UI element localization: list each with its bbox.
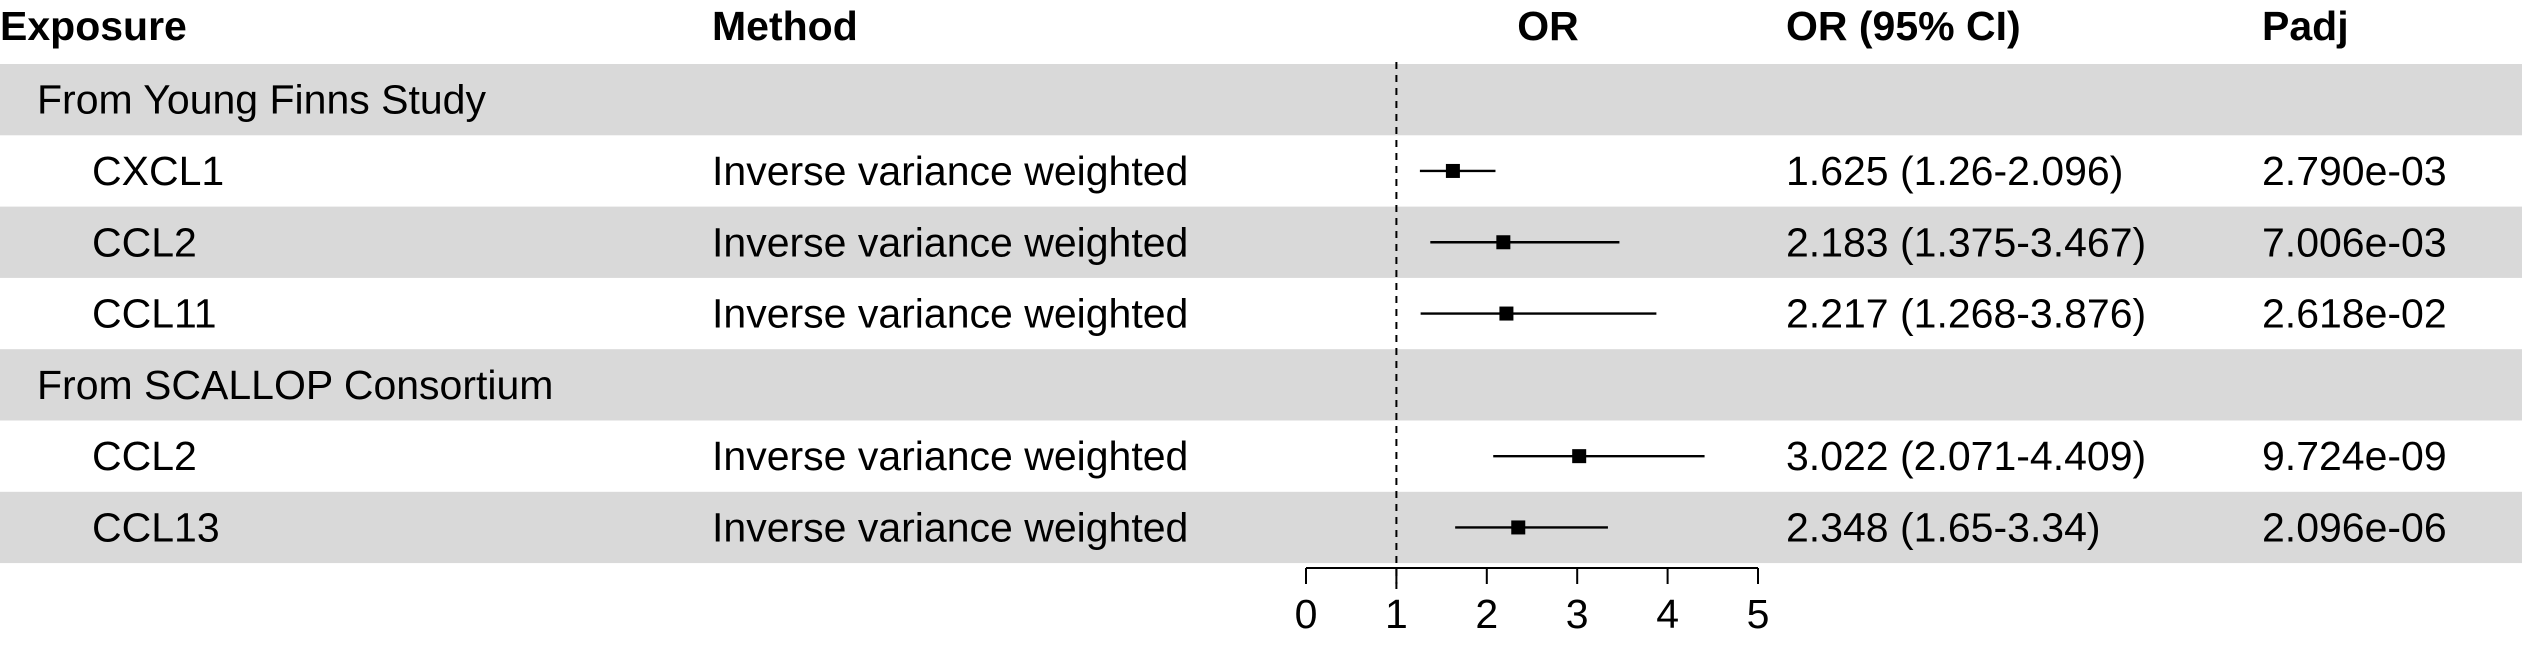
method-cell: Inverse variance weighted bbox=[712, 291, 1188, 337]
padj-cell: 2.096e-06 bbox=[2262, 504, 2447, 550]
or-ci-cell: 1.625 (1.26-2.096) bbox=[1786, 148, 2123, 194]
header-exposure: Exposure bbox=[0, 3, 187, 49]
row-band bbox=[0, 64, 2522, 136]
group-label: From SCALLOP Consortium bbox=[37, 362, 553, 408]
or-point bbox=[1499, 306, 1514, 321]
exposure-cell: CCL13 bbox=[92, 504, 220, 550]
x-tick-label: 2 bbox=[1475, 591, 1498, 637]
or-ci-cell: 2.217 (1.268-3.876) bbox=[1786, 291, 2146, 337]
exposure-cell: CXCL1 bbox=[92, 148, 224, 194]
x-tick-label: 4 bbox=[1656, 591, 1679, 637]
header-padj: Padj bbox=[2262, 3, 2349, 49]
exposure-cell: CCL2 bbox=[92, 219, 197, 265]
or-ci-cell: 2.348 (1.65-3.34) bbox=[1786, 504, 2101, 550]
method-cell: Inverse variance weighted bbox=[712, 504, 1188, 550]
x-tick-label: 5 bbox=[1747, 591, 1770, 637]
padj-cell: 9.724e-09 bbox=[2262, 433, 2447, 479]
header-method: Method bbox=[712, 3, 858, 49]
padj-cell: 2.790e-03 bbox=[2262, 148, 2447, 194]
exposure-cell: CCL11 bbox=[92, 291, 217, 337]
or-point bbox=[1572, 449, 1587, 464]
x-tick-label: 3 bbox=[1566, 591, 1589, 637]
padj-cell: 2.618e-02 bbox=[2262, 291, 2447, 337]
or-point bbox=[1445, 163, 1460, 178]
header-or: OR bbox=[1517, 3, 1579, 49]
method-cell: Inverse variance weighted bbox=[712, 148, 1188, 194]
x-tick-label: 1 bbox=[1385, 591, 1408, 637]
or-ci-cell: 3.022 (2.071-4.409) bbox=[1786, 433, 2146, 479]
row-band bbox=[0, 491, 2522, 564]
padj-cell: 7.006e-03 bbox=[2262, 219, 2447, 265]
or-point bbox=[1496, 235, 1511, 250]
method-cell: Inverse variance weighted bbox=[712, 433, 1188, 479]
exposure-cell: CCL2 bbox=[92, 433, 197, 479]
method-cell: Inverse variance weighted bbox=[712, 219, 1188, 265]
x-tick-label: 0 bbox=[1295, 591, 1318, 637]
row-band bbox=[0, 206, 2522, 278]
header-or-ci: OR (95% CI) bbox=[1786, 3, 2021, 49]
group-label: From Young Finns Study bbox=[37, 77, 486, 123]
row-band bbox=[0, 349, 2522, 421]
or-point bbox=[1511, 520, 1526, 535]
or-ci-cell: 2.183 (1.375-3.467) bbox=[1786, 219, 2146, 265]
